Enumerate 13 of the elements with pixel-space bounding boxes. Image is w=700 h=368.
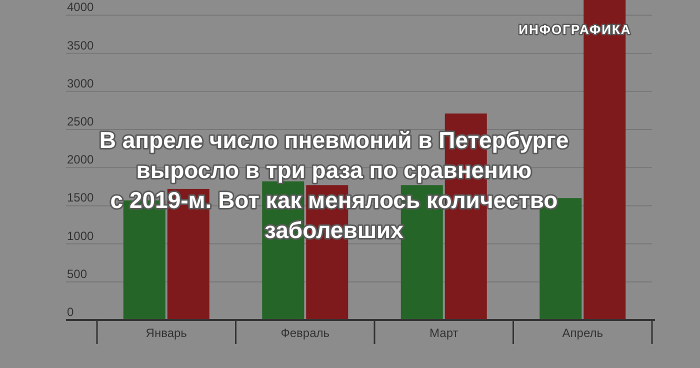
- x-tick-label: Апрель: [562, 326, 603, 340]
- y-tick-label: 3500: [67, 38, 94, 52]
- y-tick-label: 2500: [67, 114, 94, 129]
- y-tick-label: 4000: [67, 0, 94, 14]
- y-tick-label: 3000: [67, 76, 94, 90]
- y-tick-label: 1000: [67, 228, 94, 243]
- x-tick-label: Январь: [146, 326, 187, 340]
- y-tick-label: 1500: [67, 190, 94, 205]
- y-tick-label: 2000: [67, 152, 94, 167]
- y-tick-label: 500: [67, 266, 88, 281]
- y-tick-label: 0: [67, 305, 74, 319]
- x-tick-label: Февраль: [280, 326, 330, 340]
- x-tick-label: Март: [430, 326, 459, 340]
